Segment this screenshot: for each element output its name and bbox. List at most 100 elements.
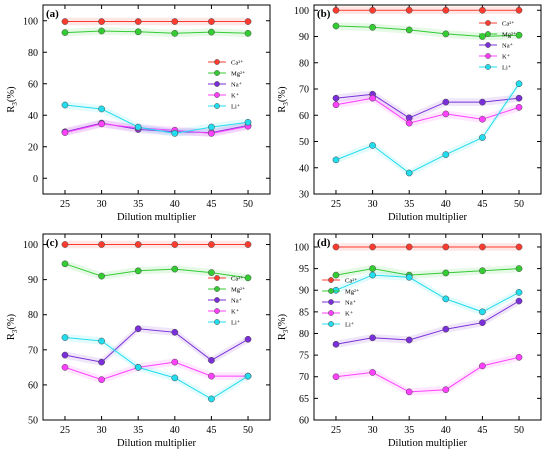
legend-label: K⁺ [231, 309, 240, 316]
y-axis-title-sub: 3 [282, 102, 290, 106]
legend-marker [328, 277, 334, 283]
y-axis-title-sub: 3 [11, 329, 19, 333]
x-tick-label: 30 [97, 199, 107, 210]
legend-label: Na⁺ [231, 298, 243, 305]
data-point [442, 295, 450, 303]
legend-marker [214, 297, 220, 303]
y-tick-label: 60 [28, 380, 38, 391]
legend-marker [485, 53, 491, 59]
data-point [171, 374, 179, 382]
x-tick-label: 35 [404, 199, 414, 210]
series-line [335, 356, 520, 393]
data-point [171, 328, 179, 336]
x-axis-title: Dilution multiplier [388, 212, 468, 223]
y-axis-title-text: R3(%) [277, 313, 290, 340]
data-point [134, 123, 142, 131]
series-line [335, 83, 520, 174]
data-point [171, 130, 179, 137]
legend-marker [214, 286, 220, 292]
x-tick-label: 45 [206, 199, 216, 210]
data-point [208, 269, 215, 276]
legend-label: Ca²⁺ [502, 21, 515, 28]
data-point [208, 395, 215, 403]
data-point [98, 272, 105, 280]
series-1 [61, 17, 252, 26]
series-1 [61, 240, 252, 249]
y-axis-title-sub: 3 [11, 102, 19, 106]
data-point [405, 119, 413, 127]
series-line [335, 300, 520, 345]
legend: Ca²⁺ Mg²⁺ Na⁺ K⁺ Li⁺ [208, 275, 246, 327]
y-axis-title-main: R [6, 333, 17, 340]
chart-panel-1: 25 30 35 40 45 50 0 20 40 60 80 100 Dilution multipl… [6, 4, 271, 223]
data-point [515, 94, 523, 102]
data-point [171, 265, 179, 273]
data-point [479, 308, 486, 316]
plot-frame [42, 233, 271, 421]
y-tick-label: 100 [23, 16, 38, 27]
data-point [98, 337, 105, 345]
data-point [171, 358, 179, 366]
y-tick-label: 60 [299, 111, 309, 122]
data-point [332, 94, 340, 102]
panel-label: (d) [317, 237, 331, 249]
data-point [244, 274, 252, 282]
y-tick-label: 70 [299, 85, 309, 96]
data-point [98, 358, 105, 366]
y-axis-title: R3(%) [6, 86, 19, 113]
series-2 [332, 22, 523, 41]
data-point [442, 30, 450, 38]
data-point [171, 18, 179, 25]
data-point [479, 115, 486, 123]
data-point [369, 271, 376, 279]
y-tick-label: 40 [28, 111, 38, 122]
legend-label: K⁺ [502, 54, 511, 61]
y-tick-label: 85 [299, 307, 309, 318]
y-axis-title-suffix: (%) [277, 313, 288, 329]
y-tick-label: 50 [299, 137, 309, 148]
series-band [336, 22, 519, 41]
data-point [515, 243, 523, 251]
x-tick-label: 25 [60, 425, 70, 436]
data-point [332, 373, 340, 381]
data-point [208, 28, 215, 36]
series-band [336, 271, 519, 316]
panel-label: (c) [46, 237, 59, 249]
data-point [442, 325, 450, 333]
data-point [98, 376, 105, 383]
series-band [65, 101, 248, 138]
legend-marker [328, 310, 334, 316]
data-point [479, 243, 486, 251]
data-point [171, 241, 179, 248]
series-line [64, 328, 249, 363]
data-point [98, 27, 105, 35]
legend-label: Na⁺ [345, 300, 357, 307]
series-band [336, 264, 519, 279]
x-axis-title: Dilution multiplier [117, 212, 197, 223]
data-point [442, 151, 450, 158]
data-point [369, 6, 376, 14]
y-tick-label: 80 [299, 329, 309, 340]
x-tick-label: 25 [331, 425, 341, 436]
data-point [244, 372, 252, 380]
data-point [405, 388, 413, 396]
data-point [61, 334, 69, 341]
y-tick-label: 60 [28, 79, 38, 90]
series-3 [61, 325, 252, 366]
legend: Ca²⁺ Mg²⁺ Na⁺ K⁺ Li⁺ [208, 59, 246, 111]
data-point [442, 269, 450, 277]
data-point [332, 340, 340, 348]
panel-label: (a) [46, 8, 59, 20]
x-tick-label: 40 [441, 425, 451, 436]
x-tick-label: 30 [368, 425, 378, 436]
data-point [442, 243, 450, 251]
data-point [61, 18, 69, 25]
series-line [335, 274, 520, 313]
data-point [515, 80, 523, 88]
series-band [65, 358, 248, 384]
data-point [244, 18, 252, 25]
data-point [332, 243, 340, 251]
y-tick-label: 95 [299, 264, 309, 275]
data-point [442, 386, 450, 394]
